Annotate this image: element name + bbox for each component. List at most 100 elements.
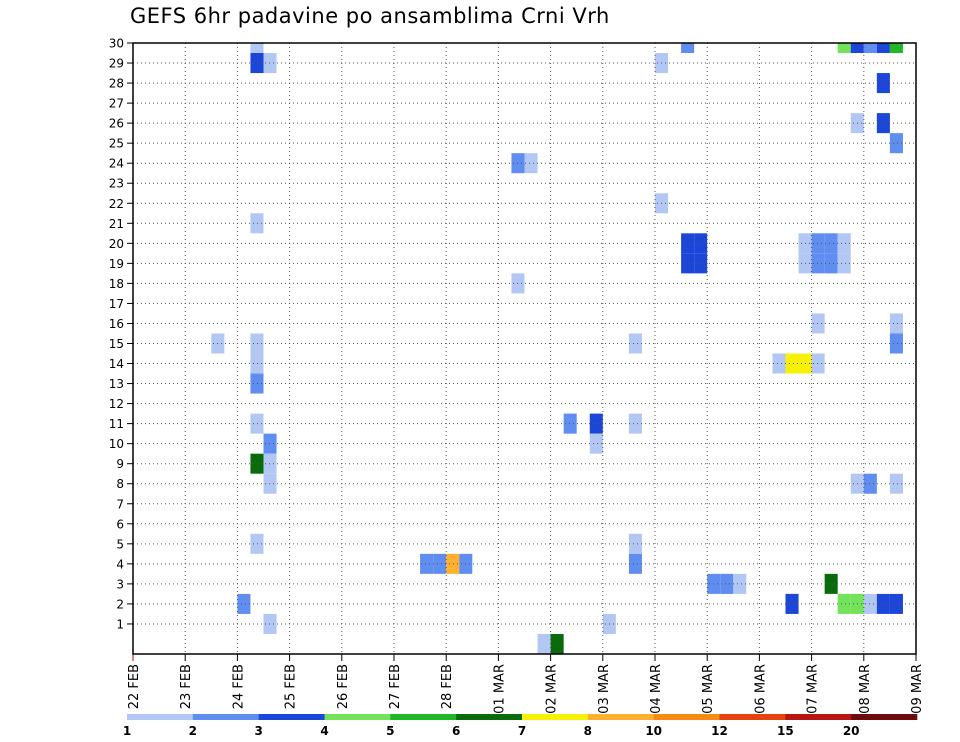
y-tick-label: 4	[116, 557, 124, 571]
y-tick-label: 27	[109, 97, 124, 111]
heatmap-cell	[720, 573, 734, 594]
heatmap-cell	[537, 633, 551, 654]
colorbar-swatch	[127, 714, 194, 720]
heatmap-cell	[889, 473, 903, 494]
y-tick-label: 21	[109, 217, 124, 231]
colorbar-swatch	[587, 714, 654, 720]
heatmap-cell	[837, 253, 851, 274]
y-tick-label: 16	[109, 317, 124, 331]
heatmap-cell	[889, 43, 903, 54]
heatmap-cell	[250, 53, 264, 74]
colorbar-swatch	[324, 714, 391, 720]
x-tick-label: 03 MAR	[597, 664, 612, 714]
heatmap-cell	[811, 353, 825, 374]
heatmap-cell	[628, 333, 642, 354]
y-tick-label: 14	[109, 357, 124, 371]
heatmap-cell	[837, 233, 851, 254]
heatmap-cell	[263, 613, 277, 634]
y-tick-label: 2	[116, 597, 124, 611]
heatmap-cell	[446, 553, 460, 574]
heatmap-cell	[524, 153, 538, 174]
heatmap-cell	[876, 593, 890, 614]
heatmap-cell	[681, 253, 695, 274]
cells-layer	[211, 43, 903, 654]
heatmap-cell	[263, 453, 277, 474]
plot-frame	[132, 42, 917, 655]
x-tick-label: 08 MAR	[858, 664, 873, 714]
y-tick-label: 20	[109, 237, 124, 251]
colorbar-label: 4	[320, 724, 328, 738]
y-tick-label: 25	[109, 137, 124, 151]
heatmap-cell	[876, 73, 890, 94]
y-axis: 1234567891011121314151617181920212223242…	[109, 37, 133, 631]
heatmap-cell	[863, 593, 877, 614]
colorbar-swatch	[258, 714, 325, 720]
colorbar-label: 15	[777, 724, 794, 738]
heatmap-cell	[263, 473, 277, 494]
y-tick-label: 28	[109, 77, 124, 91]
heatmap-cell	[889, 133, 903, 154]
heatmap-cell	[250, 333, 264, 354]
x-tick-label: 02 MAR	[545, 664, 560, 714]
colorbar-label: 2	[189, 724, 197, 738]
heatmap-cell	[681, 233, 695, 254]
y-tick-label: 5	[116, 537, 124, 551]
heatmap-cell	[863, 473, 877, 494]
colorbar: 1 2 3 4 5 6 7 8 10 12 15 20	[123, 714, 918, 738]
x-tick-label: 24 FEB	[231, 664, 246, 709]
colorbar-label: 10	[645, 724, 662, 738]
y-tick-label: 13	[109, 377, 124, 391]
heatmap-cell	[628, 553, 642, 574]
y-tick-label: 11	[109, 417, 124, 431]
colorbar-swatch	[390, 714, 457, 720]
heatmap-cell	[889, 593, 903, 614]
chart-title: GEFS 6hr padavine po ansamblima Crni Vrh	[130, 4, 610, 28]
x-tick-label: 27 FEB	[388, 664, 403, 709]
x-tick-label: 06 MAR	[753, 664, 768, 714]
heatmap-cell	[250, 373, 264, 394]
heatmap-cell	[889, 333, 903, 354]
colorbar-swatch	[192, 714, 259, 720]
y-tick-label: 1	[116, 617, 124, 631]
heatmap-cell	[694, 253, 708, 274]
heatmap-cell	[250, 213, 264, 234]
heatmap-cell	[785, 353, 799, 374]
x-tick-label: 05 MAR	[701, 664, 716, 714]
y-tick-label: 17	[109, 297, 124, 311]
heatmap-cell	[250, 353, 264, 374]
colorbar-label: 1	[123, 724, 131, 738]
colorbar-label: 5	[386, 724, 394, 738]
heatmap-cell	[433, 553, 447, 574]
x-tick-label: 23 FEB	[179, 664, 194, 709]
heatmap-cell	[589, 413, 603, 434]
x-tick-label: 28 FEB	[440, 664, 455, 709]
heatmap-cell	[837, 43, 851, 54]
heatmap-cell	[824, 573, 838, 594]
y-tick-label: 26	[109, 117, 124, 131]
colorbar-label: 20	[843, 724, 860, 738]
heatmap-cell	[694, 233, 708, 254]
y-tick-label: 6	[116, 517, 124, 531]
y-tick-label: 24	[109, 157, 124, 171]
heatmap-cell	[420, 553, 434, 574]
heatmap-cell	[876, 43, 890, 54]
heatmap-cell	[889, 313, 903, 334]
heatmap-cell	[824, 253, 838, 274]
x-tick-label: 26 FEB	[336, 664, 351, 709]
heatmap-cell	[237, 593, 251, 614]
y-tick-label: 12	[109, 397, 124, 411]
heatmap-cell	[628, 413, 642, 434]
heatmap-cell	[250, 453, 264, 474]
heatmap-cell	[250, 413, 264, 434]
y-tick-label: 23	[109, 177, 124, 191]
colorbar-label: 12	[711, 724, 728, 738]
colorbar-swatch	[851, 714, 918, 720]
heatmap-cell	[876, 113, 890, 134]
colorbar-label: 7	[518, 724, 526, 738]
x-axis: 22 FEB 23 FEB 24 FEB 25 FEB 26 FEB 27 FEB 28 F…	[127, 654, 925, 714]
colorbar-label: 6	[452, 724, 460, 738]
heatmap-cell	[733, 573, 747, 594]
y-tick-label: 22	[109, 197, 124, 211]
colorbar-swatch	[653, 714, 720, 720]
